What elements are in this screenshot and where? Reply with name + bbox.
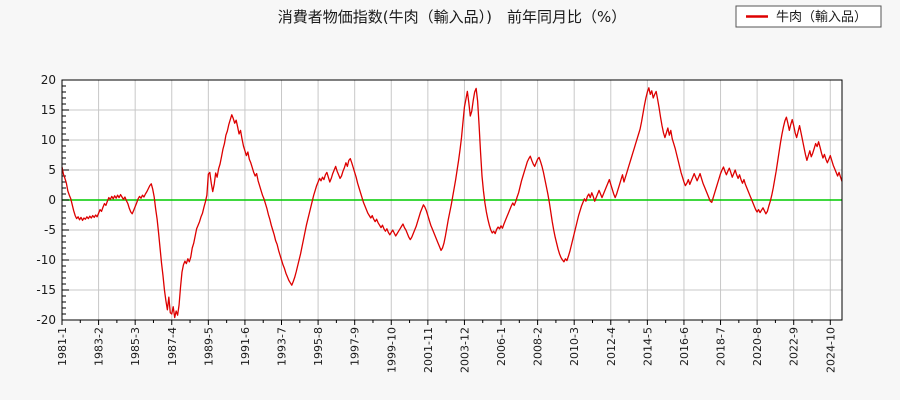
x-axis-label: 1985-3 [129,327,142,366]
x-axis-label: 1989-5 [202,327,215,366]
y-axis-label: 5 [48,163,56,177]
legend-label: 牛肉（輸入品） [776,10,867,25]
y-axis-label: 15 [41,103,56,117]
series-group [61,87,843,319]
x-axis-label: 1991-6 [239,327,252,366]
y-axis-label: -20 [36,313,56,327]
x-axis-label: 2006-1 [495,327,508,366]
x-axis-label: 2024-10 [824,327,837,373]
x-axis-label: 2014-5 [641,327,654,366]
legend-box [735,5,882,28]
series-line [61,87,843,319]
chart-title: 消費者物価指数(牛肉（輸入品）) 前年同月比（%） [278,8,626,26]
x-axis-label: 1993-7 [276,327,289,366]
plot-border [61,79,843,321]
x-axis-label: 2020-8 [751,327,764,366]
x-axis-label: 2001-11 [422,327,435,373]
x-axis-label: 1987-4 [166,327,179,366]
y-axis-label: 20 [41,73,56,87]
x-axis-label: 1983-2 [93,327,106,366]
y-axis-label: -15 [36,283,56,297]
y-axis-label: -10 [36,253,56,267]
x-axis-label: 2016-6 [678,327,691,366]
legend: 牛肉（輸入品） [735,5,882,28]
x-axis-label: 1981-1 [56,327,69,366]
x-axis-label: 1999-10 [385,327,398,373]
x-axis-label: 1995-8 [312,327,325,366]
x-axis-label: 2022-9 [788,327,801,366]
y-axis-label: 0 [48,193,56,207]
y-axis-label: -5 [44,223,56,237]
x-axis-label: 2010-3 [568,327,581,366]
y-axis-label: 10 [41,133,56,147]
x-axis-label: 2012-4 [605,327,618,366]
x-axis-label: 1997-9 [349,327,362,366]
x-axis-label: 2008-2 [532,327,545,366]
x-axis-labels: 1981-1 1983-2 1985-3 1987-4 1989-5 1991-6 1993… [56,327,837,373]
x-axis-label: 2018-7 [715,327,728,366]
y-axis-labels: 20 15 10 5 0 -5 -10 -15 -20 [36,73,56,327]
x-axis-label: 2003-12 [458,327,471,373]
